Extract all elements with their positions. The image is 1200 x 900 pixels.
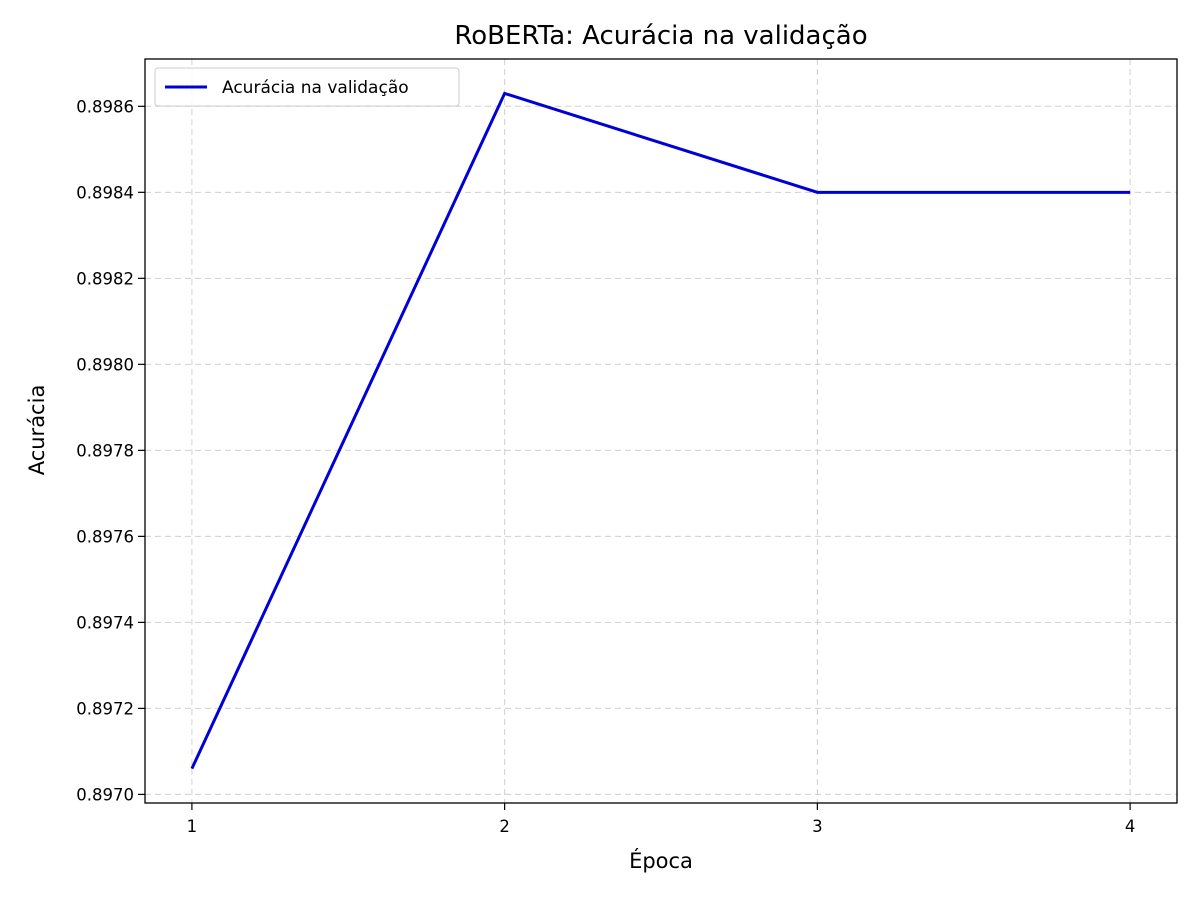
grid	[145, 59, 1177, 803]
chart-title: RoBERTa: Acurácia na validação	[454, 21, 867, 51]
y-tick-label: 0.8980	[76, 355, 134, 374]
legend: Acurácia na validação	[154, 67, 460, 107]
x-tick-label: 1	[187, 817, 198, 836]
y-tick-label: 0.8986	[76, 97, 134, 116]
y-tick-label: 0.8970	[76, 785, 134, 804]
y-tick-label: 0.8984	[76, 183, 134, 202]
plot-frame	[144, 58, 1178, 804]
x-tick-label: 4	[1125, 817, 1136, 836]
y-tick-label: 0.8978	[76, 441, 134, 460]
x-tick-label: 2	[499, 817, 510, 836]
y-tick-label: 0.8982	[76, 269, 134, 288]
legend-label: Acurácia na validação	[222, 78, 409, 98]
axis-ticks: 1 2 3 4 0.8970 0.8972 0.8974 0.8976 0.8978 0.8980…	[76, 97, 1135, 836]
x-tick-label: 3	[812, 817, 823, 836]
legend-box	[154, 67, 460, 107]
y-tick-label: 0.8972	[76, 699, 134, 718]
y-axis-label: Acurácia	[25, 385, 49, 476]
series-line	[190, 91, 1131, 770]
series-layer	[190, 91, 1131, 770]
y-tick-label: 0.8976	[76, 527, 134, 546]
x-axis-label: Época	[629, 848, 693, 873]
y-tick-label: 0.8974	[76, 613, 134, 632]
